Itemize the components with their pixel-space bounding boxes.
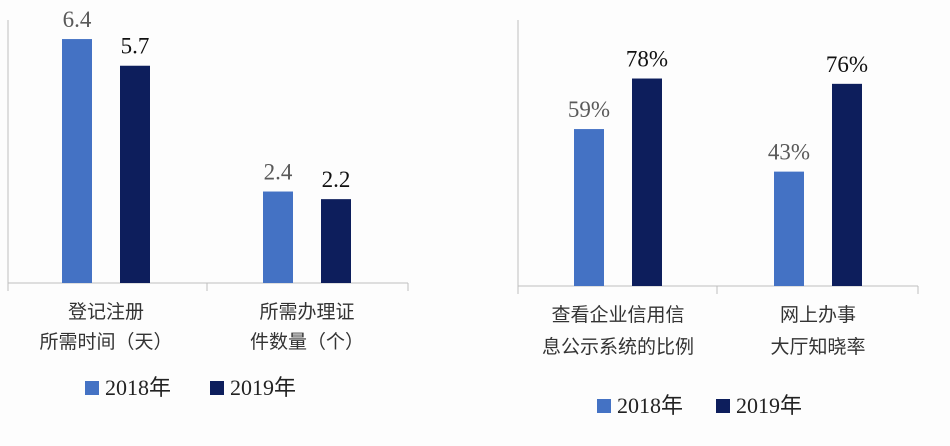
x-tick-label: 登记注册 bbox=[68, 301, 144, 323]
data-label: 43% bbox=[768, 140, 810, 165]
bar-2018-1 bbox=[263, 191, 293, 283]
data-label: 76% bbox=[826, 52, 868, 77]
x-tick-label: 网上办事 bbox=[780, 304, 856, 326]
bar-2019-0 bbox=[120, 65, 150, 283]
x-tick-label: 查看企业信用信 bbox=[551, 304, 684, 326]
legend-label: 2018年 bbox=[617, 393, 683, 418]
legend-swatch bbox=[210, 381, 224, 395]
bar-2019-0 bbox=[632, 78, 662, 287]
x-tick-label: 所需办理证 bbox=[259, 301, 354, 323]
x-tick-label: 大厅知晓率 bbox=[770, 336, 865, 358]
legend-label: 2019年 bbox=[230, 375, 296, 400]
data-label: 5.7 bbox=[121, 34, 150, 59]
data-label: 2.4 bbox=[264, 160, 293, 185]
data-label: 2.2 bbox=[322, 167, 351, 192]
legend-swatch bbox=[716, 399, 730, 413]
bar-2018-0 bbox=[62, 39, 92, 284]
data-label: 78% bbox=[626, 47, 668, 72]
data-label: 59% bbox=[568, 97, 610, 122]
legend-swatch bbox=[85, 381, 99, 395]
data-label: 6.4 bbox=[63, 7, 92, 32]
bar-2018-1 bbox=[774, 171, 804, 286]
legend-label: 2019年 bbox=[736, 393, 802, 418]
x-tick-label: 件数量（个） bbox=[250, 331, 364, 353]
bar-2019-1 bbox=[321, 199, 351, 283]
bar-2018-0 bbox=[574, 129, 604, 286]
x-tick-label: 息公示系统的比例 bbox=[542, 336, 694, 358]
bar-2019-1 bbox=[832, 83, 862, 286]
legend-swatch bbox=[597, 399, 611, 413]
legend-label: 2018年 bbox=[105, 375, 171, 400]
x-tick-label: 所需时间（天） bbox=[39, 331, 172, 353]
